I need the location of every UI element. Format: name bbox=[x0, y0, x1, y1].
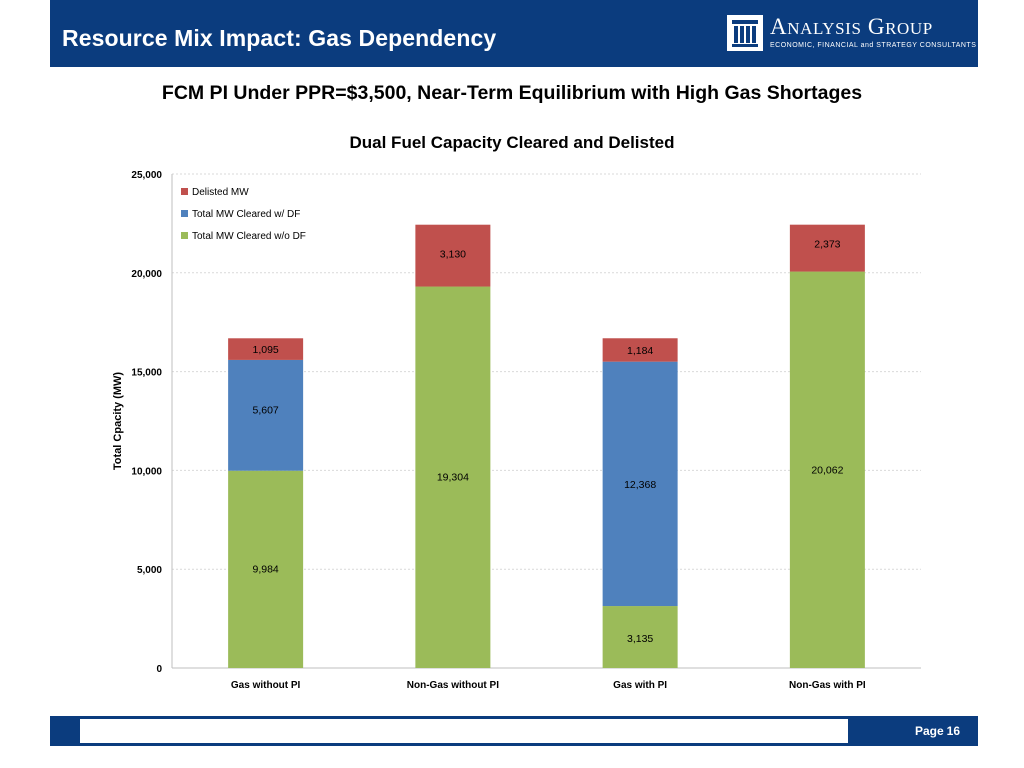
x-tick-label: Gas with PI bbox=[613, 680, 667, 691]
y-tick-label: 15,000 bbox=[131, 368, 162, 379]
page-prefix: Page bbox=[914, 724, 944, 738]
data-label: 9,984 bbox=[252, 563, 278, 575]
logo-rest-2: ROUP bbox=[885, 19, 933, 38]
logo-initial-1: A bbox=[770, 14, 788, 39]
bar-segment bbox=[415, 286, 491, 668]
legend-swatch bbox=[181, 188, 188, 195]
logo-initial-2: G bbox=[867, 14, 886, 39]
page-title: Resource Mix Impact: Gas Dependency bbox=[62, 25, 497, 51]
legend-label: Delisted MW bbox=[192, 187, 249, 198]
x-tick-label: Non-Gas without PI bbox=[407, 680, 499, 691]
page-number: Page 16 bbox=[912, 724, 960, 738]
bar-segment bbox=[228, 470, 304, 668]
logo-tagline: ECONOMIC, FINANCIAL and STRATEGY CONSULT… bbox=[770, 42, 977, 49]
data-label: 5,607 bbox=[252, 404, 278, 416]
header-bar: Resource Mix Impact: Gas Dependency ANAL… bbox=[50, 0, 978, 67]
footer-panel bbox=[80, 719, 848, 743]
data-label: 19,304 bbox=[437, 472, 469, 484]
bar-segment bbox=[602, 606, 678, 668]
slide-subtitle: FCM PI Under PPR=$3,500, Near-Term Equil… bbox=[161, 82, 863, 104]
bar-segment bbox=[602, 338, 678, 362]
footer-bar: Page 16 bbox=[50, 716, 978, 746]
y-tick-label: 20,000 bbox=[131, 269, 162, 280]
data-label: 3,130 bbox=[440, 249, 466, 261]
page-number-value: 16 bbox=[946, 724, 960, 738]
pillar-logo-icon bbox=[727, 15, 763, 51]
company-logo: ANALYSIS GROUP ECONOMIC, FINANCIAL and S… bbox=[727, 14, 976, 55]
logo-wordmark: ANALYSIS GROUP bbox=[770, 14, 933, 40]
bar-segment bbox=[789, 224, 865, 272]
logo-rest-1: NALYSIS bbox=[787, 19, 862, 38]
legend-label: Total MW Cleared w/ DF bbox=[192, 209, 300, 220]
bar-segment bbox=[415, 224, 491, 287]
bar-segment bbox=[228, 338, 304, 360]
legend-label: Total MW Cleared w/o DF bbox=[192, 231, 306, 242]
stacked-bar-chart: Dual Fuel Capacity Cleared and Delisted 0… bbox=[112, 133, 921, 691]
data-label: 1,184 bbox=[627, 345, 653, 357]
data-label: 2,373 bbox=[814, 239, 840, 251]
data-label: 3,135 bbox=[627, 633, 653, 645]
y-tick-label: 10,000 bbox=[131, 466, 162, 477]
legend-swatch bbox=[181, 232, 188, 239]
chart-title: Dual Fuel Capacity Cleared and Delisted bbox=[350, 133, 675, 152]
bar-segment bbox=[789, 271, 865, 668]
x-tick-label: Non-Gas with PI bbox=[789, 680, 866, 691]
data-label: 1,095 bbox=[252, 344, 278, 356]
y-tick-label: 25,000 bbox=[131, 170, 162, 181]
x-tick-label: Gas without PI bbox=[231, 680, 301, 691]
legend-swatch bbox=[181, 210, 188, 217]
data-label: 12,368 bbox=[624, 479, 656, 491]
y-axis-label: Total Cpacity (MW) bbox=[112, 372, 124, 471]
data-label: 20,062 bbox=[811, 465, 843, 477]
bar-segment bbox=[228, 359, 304, 471]
y-tick-label: 0 bbox=[156, 664, 162, 675]
bar-segment bbox=[602, 361, 678, 607]
y-tick-label: 5,000 bbox=[137, 565, 162, 576]
